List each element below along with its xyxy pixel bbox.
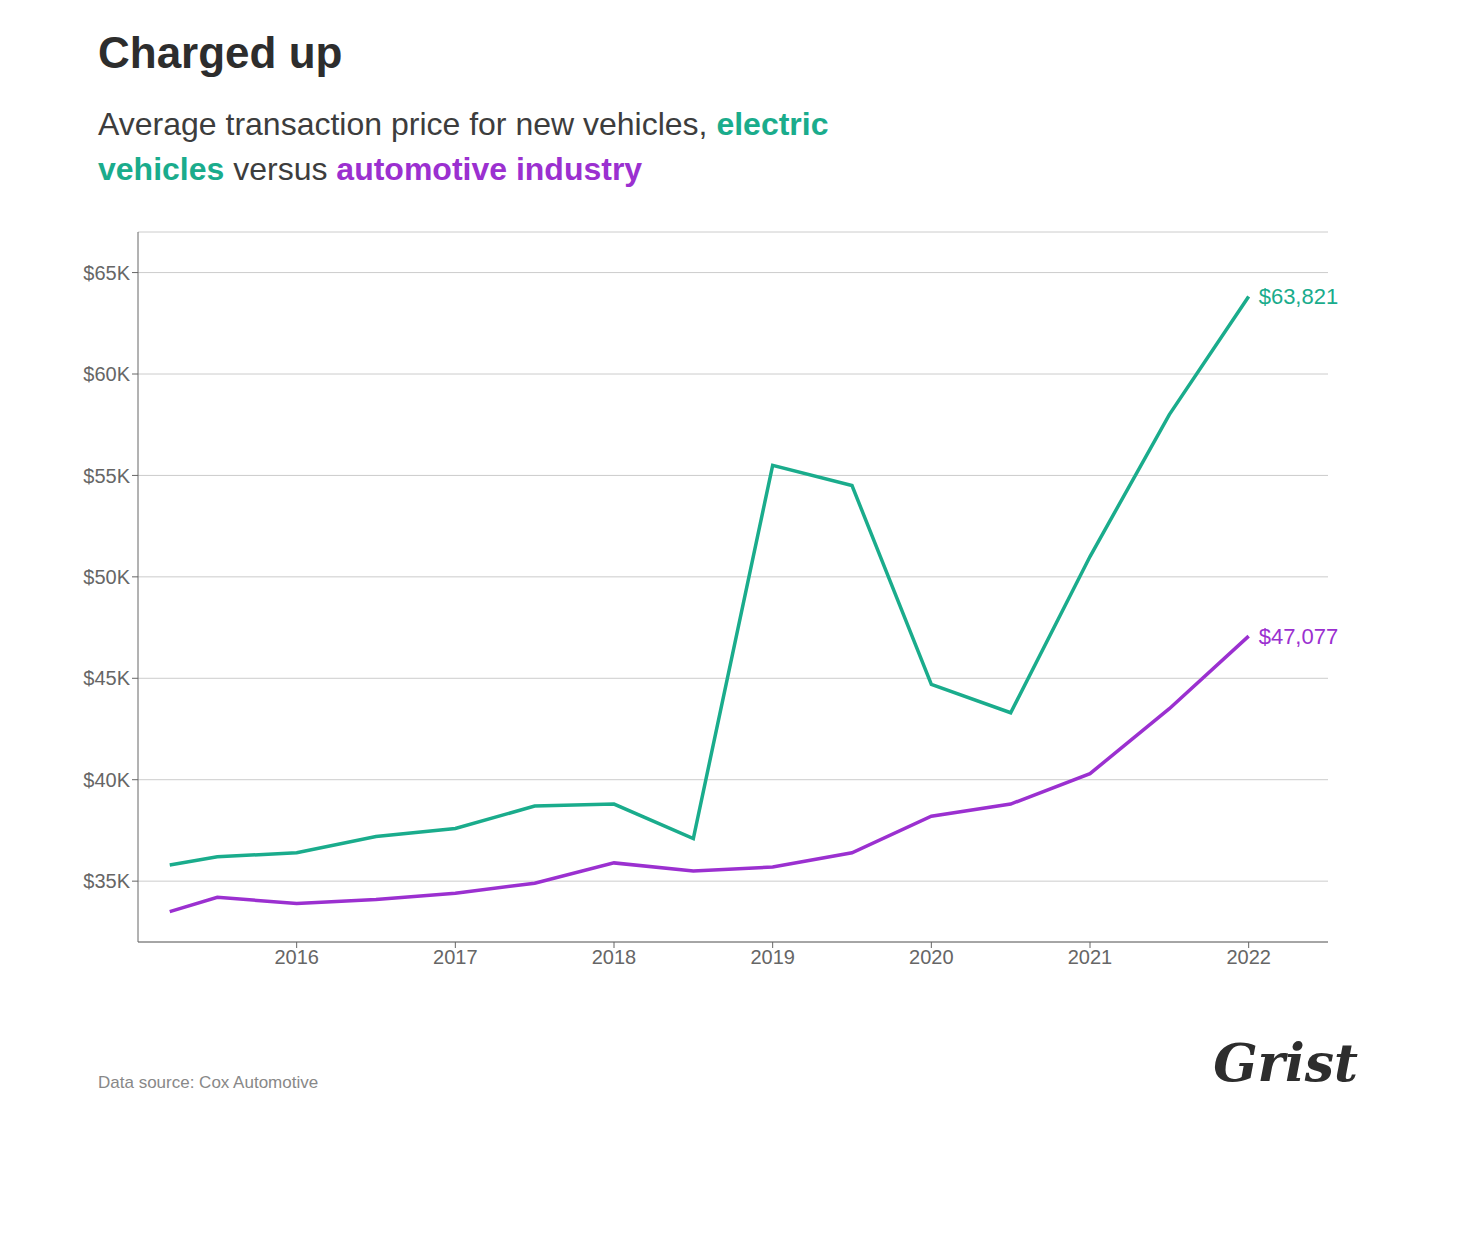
svg-text:$35K: $35K xyxy=(83,870,130,892)
svg-text:2019: 2019 xyxy=(750,946,795,968)
svg-text:$45K: $45K xyxy=(83,667,130,689)
svg-text:$60K: $60K xyxy=(83,363,130,385)
svg-text:$50K: $50K xyxy=(83,566,130,588)
svg-text:2022: 2022 xyxy=(1226,946,1271,968)
svg-text:2021: 2021 xyxy=(1068,946,1113,968)
html-text:Charged up: Charged up xyxy=(98,28,343,77)
svg-text:2020: 2020 xyxy=(909,946,954,968)
html-text:Grist: Grist xyxy=(1213,1031,1358,1093)
html-text:Data source: Cox Automotive: Data source: Cox Automotive xyxy=(98,1072,319,1092)
svg-text:2016: 2016 xyxy=(274,946,319,968)
svg-text:$55K: $55K xyxy=(83,464,130,486)
html-text:Average transaction price for: Average transaction price for new vehicl… xyxy=(98,106,829,187)
svg-text:2018: 2018 xyxy=(592,946,637,968)
svg-text:$63,821: $63,821 xyxy=(1259,284,1339,309)
svg-text:$40K: $40K xyxy=(83,768,130,790)
svg-text:2017: 2017 xyxy=(433,946,478,968)
svg-text:$65K: $65K xyxy=(83,261,130,283)
svg-text:$47,077: $47,077 xyxy=(1259,624,1339,649)
